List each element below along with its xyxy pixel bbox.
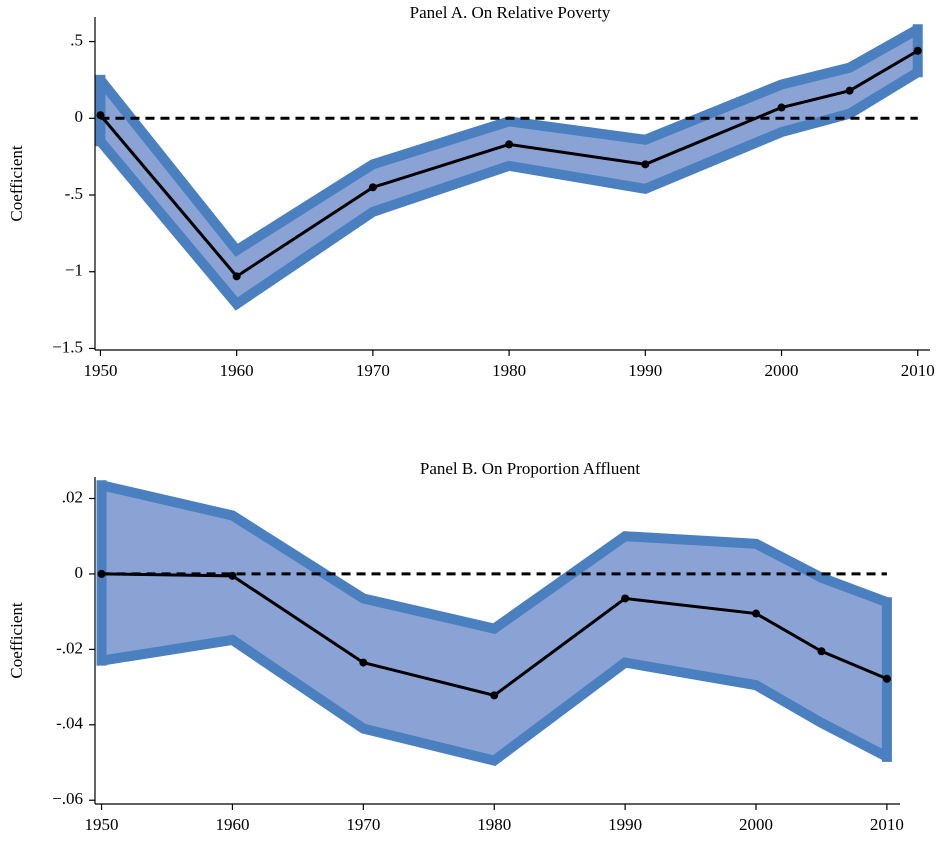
estimate-point [621,594,630,603]
estimate-point [845,86,854,95]
x-tick-label: 1970 [356,361,390,380]
x-tick-label: 1950 [85,815,119,834]
estimate-line [99,49,919,279]
estimate-point [752,609,761,618]
x-tick-label: 1970 [346,815,380,834]
y-tick-label: −1.5 [52,337,83,356]
estimate-point [882,674,891,683]
estimate-point [641,160,650,169]
band-edge [100,634,890,767]
y-tick-label: −.06 [52,789,83,808]
x-tick-label: 1980 [477,815,511,834]
x-tick-label: 1950 [83,361,117,380]
estimate-point [97,569,106,578]
estimate-point [490,691,499,700]
x-tick-label: 1960 [220,361,254,380]
y-tick-label: .02 [62,487,83,506]
estimate-point [359,658,368,667]
x-tick-label: 2010 [901,361,935,380]
x-tick-label: 1990 [628,361,662,380]
y-tick-label: 0 [75,107,84,126]
band-edge [96,67,921,311]
chart-title: Panel B. On Proportion Affluent [420,459,640,478]
x-tick-label: 1980 [492,361,526,380]
y-tick-label: 0 [75,563,84,582]
confidence-band [99,78,238,306]
y-tick-label: -.02 [56,638,83,657]
band-edge [100,480,889,634]
y-tick-label: -.04 [56,714,83,733]
x-tick-label: 2000 [765,361,799,380]
estimate-point [505,140,514,149]
chart-title: Panel A. On Relative Poverty [410,3,611,22]
x-tick-label: 1960 [215,815,249,834]
y-tick-label: -.5 [65,184,83,203]
confidence-band [231,514,364,730]
x-tick-label: 1990 [608,815,642,834]
y-tick-label: −1 [65,261,83,280]
y-axis-title: Coefficient [7,145,26,221]
estimate-point [232,272,241,281]
estimate-point [777,103,786,112]
estimate-point [913,46,922,55]
x-tick-label: 2010 [870,815,904,834]
x-tick-label: 2000 [739,815,773,834]
estimate-point [368,183,377,192]
y-axis-title: Coefficient [7,602,26,678]
estimate-point [228,571,237,580]
estimate-point [817,647,826,656]
band-edge [96,24,921,257]
estimate-point [96,111,105,120]
estimate-line [101,572,888,698]
y-tick-label: .5 [70,30,83,49]
